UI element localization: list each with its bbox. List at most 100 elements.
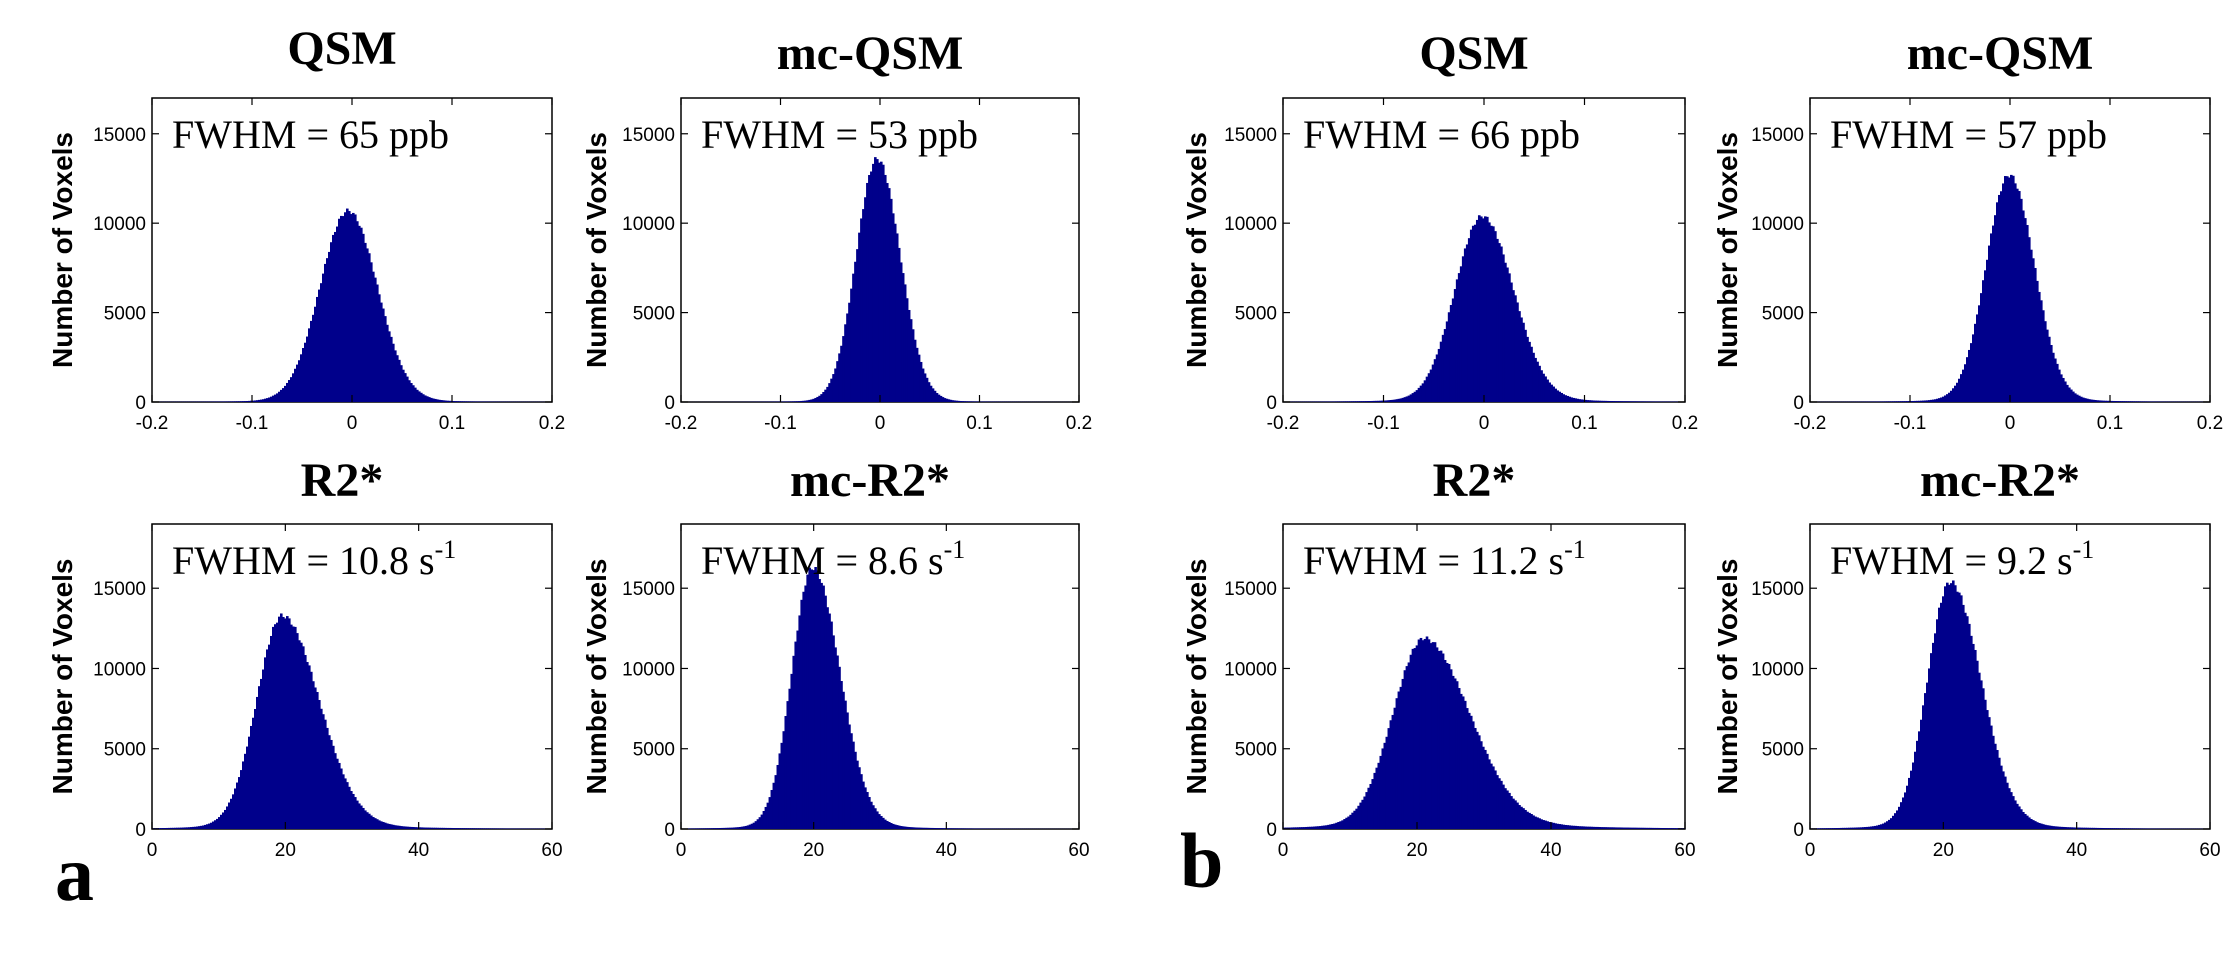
histogram-bar — [1584, 826, 1588, 829]
histogram-bar — [794, 641, 798, 829]
x-tick-label: 0.2 — [539, 413, 565, 434]
histogram-bar — [1594, 826, 1598, 829]
histogram-bar — [1484, 216, 1487, 402]
histogram-bar — [1383, 742, 1387, 829]
histogram-bar — [178, 827, 181, 829]
y-tick-label: 15000 — [93, 125, 146, 146]
x-tick-label: 0.1 — [966, 413, 992, 434]
histogram-bar — [1876, 825, 1879, 829]
histogram-bar — [296, 633, 299, 829]
histogram-bar — [446, 400, 449, 402]
histogram-bar — [770, 789, 774, 829]
histogram-bar — [862, 209, 865, 402]
histogram-bar — [362, 233, 365, 402]
histogram-bar — [286, 616, 289, 829]
histogram-bar — [1353, 810, 1356, 829]
histogram-bar — [402, 826, 405, 829]
histogram-bar — [2112, 400, 2115, 402]
histogram-bar — [2048, 336, 2051, 402]
histogram-bar — [842, 336, 845, 402]
histogram-bar — [288, 618, 291, 829]
histogram-bar — [382, 821, 385, 829]
histogram-bar — [1886, 401, 1889, 402]
histogram-bar — [1437, 650, 1441, 829]
histogram-bar — [961, 828, 965, 829]
histogram-bar — [226, 806, 229, 829]
histogram-bar — [913, 339, 917, 402]
histogram-bar — [808, 567, 811, 829]
histogram-bar — [1319, 826, 1322, 829]
fwhm-annotation: FWHM = 57 ppb — [1830, 112, 2107, 157]
histogram-bar — [2042, 310, 2045, 402]
histogram-bar — [1526, 811, 1529, 829]
histogram-bar — [1357, 401, 1360, 402]
histogram-bar — [1439, 341, 1443, 402]
histogram-bar — [322, 714, 325, 829]
histogram-bar — [1646, 827, 1650, 829]
histogram-bar — [366, 812, 369, 829]
histogram-bar — [1353, 401, 1356, 402]
histogram-bar — [1932, 399, 1935, 402]
histogram-bar — [1608, 827, 1612, 829]
fwhm-annotation: FWHM = 65 ppb — [172, 112, 449, 157]
histogram-bar — [450, 400, 453, 402]
histogram-bar — [1918, 400, 1921, 402]
histogram-bar — [1566, 395, 1570, 402]
x-tick-label: 0.1 — [439, 413, 465, 434]
histogram-bar — [2040, 823, 2043, 829]
histogram-bar — [1419, 637, 1423, 829]
histogram-bar — [2008, 788, 2011, 829]
histogram-bar — [456, 401, 459, 402]
histogram-bar — [891, 213, 895, 402]
histogram-bar — [254, 400, 257, 402]
histogram-bar — [957, 400, 961, 402]
histogram-bar — [1361, 799, 1364, 829]
histogram-bar — [2116, 401, 2119, 402]
histogram-bar — [1492, 226, 1495, 402]
chart-title: R2* — [1433, 454, 1516, 507]
histogram-bar — [2088, 399, 2091, 402]
histogram-bar — [2056, 363, 2059, 402]
histogram-bar — [824, 595, 827, 829]
histogram-bar — [266, 398, 269, 402]
histogram-bar — [508, 828, 511, 829]
histogram-bar — [1445, 321, 1449, 402]
histogram-bar — [1934, 633, 1937, 829]
histogram-bar — [460, 401, 463, 402]
histogram-bar — [1502, 784, 1505, 829]
histogram-bar — [1864, 827, 1867, 829]
histogram-bar — [432, 827, 435, 829]
histogram-bar — [298, 360, 301, 402]
histogram-bar — [700, 828, 704, 829]
histogram-bar — [872, 805, 875, 829]
histogram-bar — [2104, 400, 2107, 402]
histogram-bar — [951, 828, 955, 829]
y-tick-label: 5000 — [1762, 304, 1804, 325]
histogram-bar — [2090, 827, 2093, 829]
histogram-bar — [2012, 175, 2015, 402]
histogram-bar — [927, 382, 931, 402]
histogram-bar — [284, 385, 287, 402]
histogram-bar — [488, 828, 491, 829]
histogram-bar — [234, 788, 237, 829]
histogram-bar — [1586, 826, 1590, 829]
histogram-bar — [967, 828, 971, 829]
y-tick-label: 0 — [664, 393, 675, 414]
x-tick-label: 40 — [2066, 840, 2087, 861]
histogram-bar — [830, 378, 833, 402]
histogram-bar — [1988, 717, 1991, 829]
histogram-bar — [812, 570, 815, 829]
y-tick-label: 0 — [1793, 820, 1804, 841]
histogram-bar — [1351, 812, 1354, 829]
histogram-bar — [2022, 811, 2025, 829]
histogram-bar — [436, 827, 439, 829]
histogram-bar — [1431, 642, 1435, 829]
histogram-bar — [258, 399, 261, 402]
histogram-bar — [1381, 748, 1385, 829]
histogram-bar — [1341, 401, 1344, 402]
histogram-bar — [874, 157, 877, 402]
x-tick-label: 40 — [408, 840, 429, 861]
y-tick-label: 0 — [1793, 393, 1804, 414]
histogram-bar — [1968, 349, 1971, 402]
histogram-bar — [1401, 397, 1405, 402]
